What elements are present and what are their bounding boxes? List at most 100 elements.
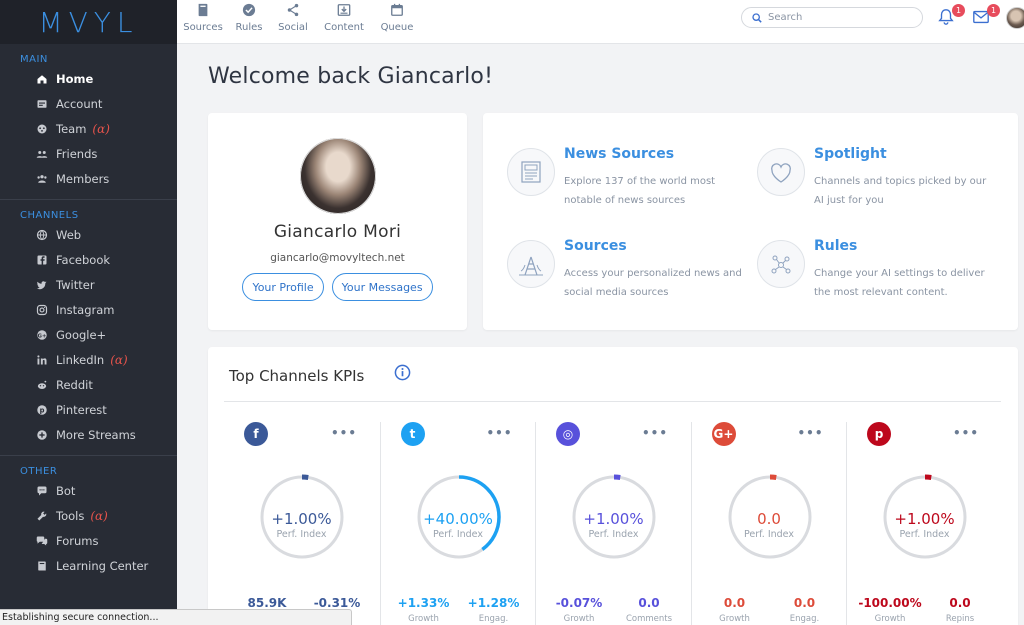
sidebar-item-instagram[interactable]: Instagram [0, 297, 177, 322]
sidebar-divider [0, 455, 177, 456]
page-title: Welcome back Giancarlo! [208, 64, 494, 89]
kpi-stat-value: +1.28% [467, 596, 520, 610]
facebook-icon[interactable]: f [244, 422, 268, 446]
kpi-stat: -0.31% [302, 596, 372, 614]
sidebar-item-web[interactable]: Web [0, 222, 177, 247]
top-nav-label: Rules [235, 22, 263, 33]
check-circle-icon [241, 2, 257, 18]
messages-button[interactable]: 1 [972, 4, 1000, 28]
top-nav-label: Social [278, 22, 308, 33]
perf-index-label: Perf. Index [588, 529, 639, 540]
sidebar-item-twitter[interactable]: Twitter [0, 272, 177, 297]
sidebar-item-bot[interactable]: Bot [0, 478, 177, 503]
channel-glyph: p [874, 427, 884, 441]
messages-badge: 1 [987, 4, 1000, 17]
team-icon [35, 122, 48, 135]
alpha-badge: (α) [110, 352, 128, 367]
top-nav-queue[interactable]: Queue [377, 0, 417, 33]
perf-index-value: +40.00% [423, 510, 493, 528]
sidebar-item-learning-center[interactable]: Learning Center [0, 553, 177, 578]
sidebar-item-label: LinkedIn [56, 352, 105, 367]
search-icon [752, 12, 762, 23]
sidebar-item-google[interactable]: G+ Google+ [0, 322, 177, 347]
your-messages-button[interactable]: Your Messages [331, 273, 433, 301]
sidebar-item-more-streams[interactable]: More Streams [0, 422, 177, 447]
feature-title-link[interactable]: Rules [814, 238, 858, 254]
pinterest-icon[interactable]: p [867, 422, 891, 446]
sidebar-item-friends[interactable]: Friends [0, 141, 177, 166]
search-box[interactable] [741, 7, 923, 28]
feature-title-link[interactable]: Sources [564, 238, 627, 254]
perf-index-value: 0.0 [757, 510, 781, 528]
sidebar-item-members[interactable]: Members [0, 166, 177, 191]
more-options-icon[interactable]: ••• [486, 426, 513, 440]
instagram-icon[interactable]: ◎ [556, 422, 580, 446]
perf-index-label: Perf. Index [276, 529, 327, 540]
top-nav-content[interactable]: Content [324, 0, 364, 33]
kpi-stat-label: Engag. [789, 614, 820, 624]
book-icon [35, 559, 48, 572]
book-icon [195, 2, 211, 18]
sidebar-item-facebook[interactable]: Facebook [0, 247, 177, 272]
kpi-stat: 85.9K [232, 596, 302, 614]
svg-text:G+: G+ [37, 333, 46, 339]
your-profile-button[interactable]: Your Profile [242, 273, 324, 301]
kpi-stat-label: Growth [719, 614, 750, 624]
perf-index-gauge [727, 474, 812, 560]
perf-index-value: +1.00% [894, 510, 955, 528]
sidebar-item-team[interactable]: Team (α) [0, 116, 177, 141]
radio-tower-icon[interactable] [507, 240, 555, 288]
network-icon[interactable] [757, 240, 805, 288]
sidebar-item-pinterest[interactable]: p Pinterest [0, 397, 177, 422]
top-bar: Sources Rules Social Content Queue 1 1 [177, 0, 1024, 44]
gauge-fill-arc [259, 474, 345, 560]
sidebar-item-home[interactable]: Home [0, 66, 177, 91]
feature-title-link[interactable]: Spotlight [814, 146, 887, 162]
info-icon[interactable] [394, 364, 411, 385]
twitter-icon[interactable]: t [400, 422, 425, 446]
more-options-icon[interactable]: ••• [641, 426, 668, 440]
google-plus-icon[interactable]: G+ [711, 422, 736, 446]
perf-index-gauge [882, 474, 968, 560]
sidebar-item-label: Friends [56, 146, 98, 161]
perf-index-label: Perf. Index [899, 529, 950, 540]
notifications-button[interactable]: 1 [937, 4, 965, 28]
feature-title-link[interactable]: News Sources [564, 146, 675, 162]
more-options-icon[interactable]: ••• [330, 426, 357, 440]
perf-index-value: +1.00% [583, 510, 644, 528]
sidebar-item-forums[interactable]: Forums [0, 528, 177, 553]
sidebar-section-main: MAIN Home Account Team (α) Friends Membe… [0, 44, 177, 191]
friends-icon [35, 147, 48, 160]
profile-card: Giancarlo Mori giancarlo@movyltech.net Y… [208, 113, 467, 330]
sidebar-section-channels: CHANNELS Web Facebook Twitter Instagram … [0, 200, 177, 447]
top-nav-sources[interactable]: Sources [183, 0, 223, 33]
search-input[interactable] [768, 12, 908, 23]
channel-glyph: G+ [713, 427, 734, 441]
user-avatar[interactable] [1006, 7, 1024, 29]
sidebar-item-label: Tools [56, 508, 85, 523]
sidebar-item-label: Web [56, 227, 82, 242]
sidebar-item-label: Members [56, 171, 110, 186]
members-icon [35, 172, 48, 185]
more-options-icon[interactable]: ••• [952, 426, 979, 440]
kpi-column-facebook: f ••• +1.00% Perf. Index 85.9K -0.31% [224, 422, 379, 625]
top-nav-rules[interactable]: Rules [229, 0, 269, 33]
more-options-icon[interactable]: ••• [797, 426, 824, 440]
feature-description: Channels and topics picked by our AI jus… [814, 176, 987, 206]
sidebar-item-tools[interactable]: Tools (α) [0, 503, 177, 528]
sidebar-section-title: CHANNELS [20, 210, 79, 221]
browser-status-bar: Establishing secure connection... [0, 609, 352, 625]
kpi-stat: +1.28% Engag. [459, 596, 529, 624]
sidebar-item-reddit[interactable]: Reddit [0, 372, 177, 397]
facebook-icon [35, 253, 48, 266]
kpi-stat-value: 0.0 [949, 596, 971, 610]
newspaper-icon[interactable] [507, 148, 555, 196]
sidebar-item-label: Team [56, 121, 87, 136]
google-plus-icon: G+ [35, 328, 48, 341]
logo[interactable]: MVYL [0, 0, 177, 44]
heart-icon[interactable] [757, 148, 805, 196]
sidebar-item-account[interactable]: Account [0, 91, 177, 116]
sidebar-item-linkedin[interactable]: LinkedIn (α) [0, 347, 177, 372]
top-nav-social[interactable]: Social [273, 0, 313, 33]
share-icon [285, 2, 301, 18]
